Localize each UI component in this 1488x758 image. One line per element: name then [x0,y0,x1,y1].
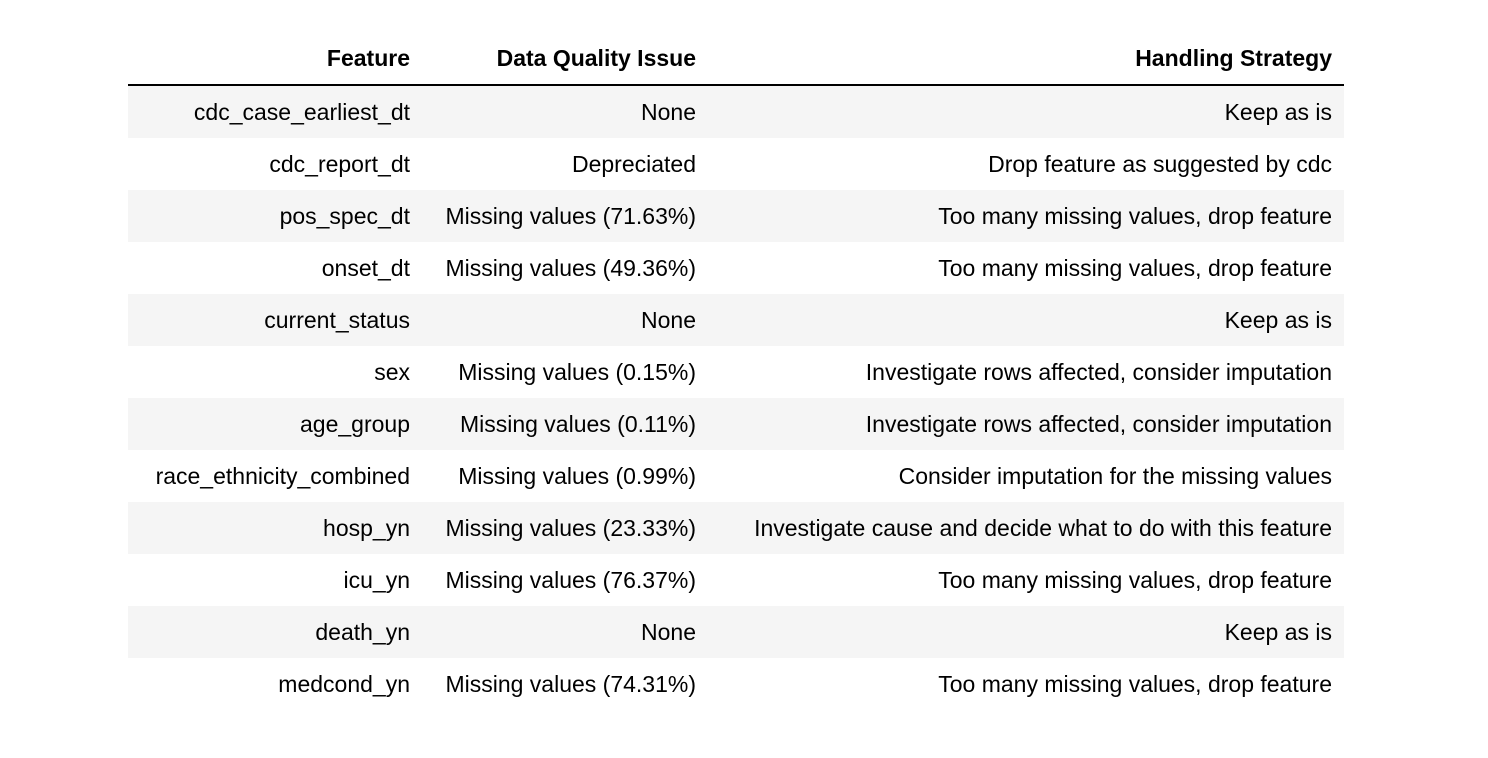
cell-data-quality-issue: Missing values (49.36%) [422,242,708,294]
cell-handling-strategy: Investigate rows affected, consider impu… [708,346,1344,398]
cell-feature: onset_dt [128,242,422,294]
table-header: Feature Data Quality Issue Handling Stra… [128,32,1344,85]
table-row: death_yn None Keep as is [128,606,1344,658]
table-row: cdc_case_earliest_dt None Keep as is [128,85,1344,138]
table-row: sex Missing values (0.15%) Investigate r… [128,346,1344,398]
table-row: cdc_report_dt Depreciated Drop feature a… [128,138,1344,190]
column-header-feature: Feature [128,32,422,85]
cell-handling-strategy: Investigate cause and decide what to do … [708,502,1344,554]
cell-handling-strategy: Keep as is [708,294,1344,346]
table-row: hosp_yn Missing values (23.33%) Investig… [128,502,1344,554]
table-row: current_status None Keep as is [128,294,1344,346]
data-quality-table: Feature Data Quality Issue Handling Stra… [128,32,1344,710]
table-row: race_ethnicity_combined Missing values (… [128,450,1344,502]
cell-data-quality-issue: None [422,294,708,346]
data-quality-table-container: Feature Data Quality Issue Handling Stra… [128,32,1344,710]
cell-feature: cdc_report_dt [128,138,422,190]
cell-data-quality-issue: None [422,606,708,658]
cell-handling-strategy: Keep as is [708,85,1344,138]
table-body: cdc_case_earliest_dt None Keep as is cdc… [128,85,1344,710]
table-row: pos_spec_dt Missing values (71.63%) Too … [128,190,1344,242]
table-row: medcond_yn Missing values (74.31%) Too m… [128,658,1344,710]
cell-feature: sex [128,346,422,398]
cell-handling-strategy: Investigate rows affected, consider impu… [708,398,1344,450]
cell-feature: death_yn [128,606,422,658]
cell-data-quality-issue: Missing values (71.63%) [422,190,708,242]
cell-data-quality-issue: Missing values (74.31%) [422,658,708,710]
table-row: icu_yn Missing values (76.37%) Too many … [128,554,1344,606]
cell-handling-strategy: Too many missing values, drop feature [708,242,1344,294]
cell-data-quality-issue: None [422,85,708,138]
cell-data-quality-issue: Missing values (23.33%) [422,502,708,554]
cell-data-quality-issue: Depreciated [422,138,708,190]
cell-feature: pos_spec_dt [128,190,422,242]
cell-handling-strategy: Too many missing values, drop feature [708,554,1344,606]
cell-feature: icu_yn [128,554,422,606]
table-row: age_group Missing values (0.11%) Investi… [128,398,1344,450]
cell-handling-strategy: Too many missing values, drop feature [708,190,1344,242]
cell-handling-strategy: Consider imputation for the missing valu… [708,450,1344,502]
cell-feature: race_ethnicity_combined [128,450,422,502]
cell-handling-strategy: Keep as is [708,606,1344,658]
header-row: Feature Data Quality Issue Handling Stra… [128,32,1344,85]
cell-data-quality-issue: Missing values (76.37%) [422,554,708,606]
cell-handling-strategy: Drop feature as suggested by cdc [708,138,1344,190]
cell-data-quality-issue: Missing values (0.15%) [422,346,708,398]
cell-handling-strategy: Too many missing values, drop feature [708,658,1344,710]
cell-feature: current_status [128,294,422,346]
cell-data-quality-issue: Missing values (0.99%) [422,450,708,502]
table-row: onset_dt Missing values (49.36%) Too man… [128,242,1344,294]
cell-feature: age_group [128,398,422,450]
cell-feature: hosp_yn [128,502,422,554]
cell-feature: medcond_yn [128,658,422,710]
cell-data-quality-issue: Missing values (0.11%) [422,398,708,450]
column-header-data-quality-issue: Data Quality Issue [422,32,708,85]
cell-feature: cdc_case_earliest_dt [128,85,422,138]
column-header-handling-strategy: Handling Strategy [708,32,1344,85]
